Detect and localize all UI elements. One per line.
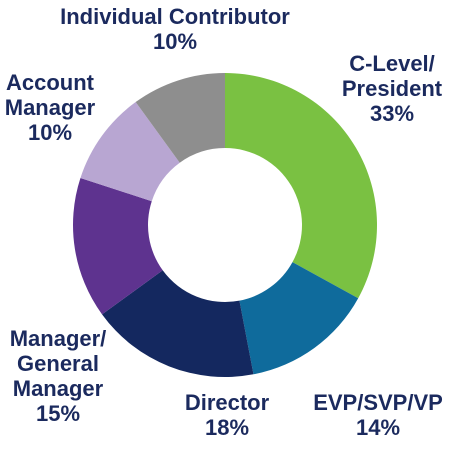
- slice-label: Manager/General Manager 15%: [10, 326, 107, 426]
- slice-label-line: 15%: [36, 401, 80, 426]
- slice-label-line: Director: [185, 390, 270, 415]
- slice-manager-general-manager: [73, 178, 163, 315]
- slice-labels: C-Level/President 33% EVP/SVP/VP 14% Directo…: [5, 4, 443, 440]
- slice-label: C-Level/President 33%: [342, 51, 443, 126]
- slice-label-line: 18%: [205, 415, 249, 440]
- slice-label-line: Individual Contributor: [60, 4, 290, 29]
- slice-label-line: 10%: [28, 120, 72, 145]
- slice-label-line: Manager/: [10, 326, 107, 351]
- slice-evp-svp-vp: [239, 262, 359, 375]
- slice-label-line: EVP/SVP/VP: [313, 390, 443, 415]
- slice-label-line: Account: [6, 70, 95, 95]
- slice-label: Account Manager 10%: [5, 70, 96, 145]
- slice-label-line: 14%: [356, 415, 400, 440]
- slice-individual-contributor: [135, 73, 225, 163]
- slice-label-line: 33%: [370, 101, 414, 126]
- donut-slices: [73, 73, 377, 377]
- slice-label-line: Manager: [13, 376, 104, 401]
- slice-label: EVP/SVP/VP 14%: [313, 390, 443, 440]
- slice-label: Director 18%: [185, 390, 270, 440]
- slice-c-level-president: [225, 73, 377, 299]
- slice-label-line: C-Level/: [349, 51, 435, 76]
- slice-label-line: General: [17, 351, 99, 376]
- slice-label-line: 10%: [153, 29, 197, 54]
- slice-label-line: Manager: [5, 95, 96, 120]
- slice-account-manager: [80, 102, 180, 202]
- slice-label-line: President: [342, 76, 443, 101]
- slice-label: Individual Contributor 10%: [60, 4, 290, 54]
- slice-director: [102, 270, 254, 377]
